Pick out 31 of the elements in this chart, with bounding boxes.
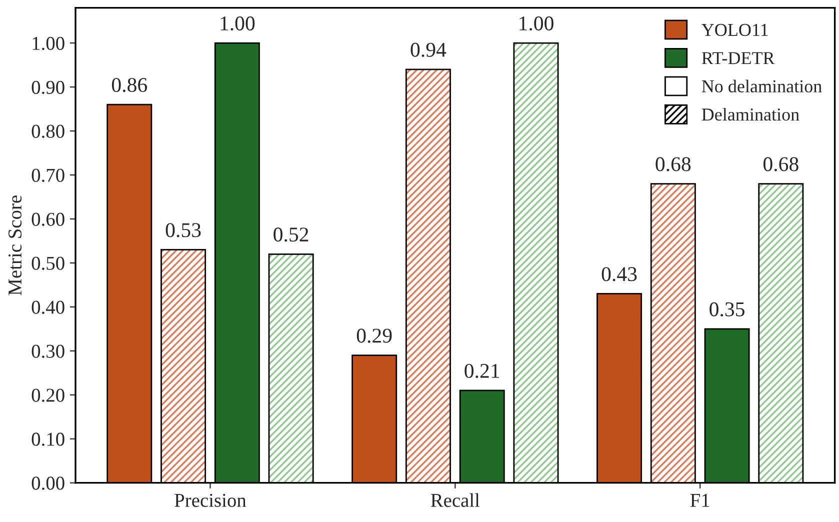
y-tick-label: 1.00 [32,36,64,50]
y-tick-label: 0.40 [32,300,64,314]
data-label: 0.29 [356,328,392,343]
data-label: 0.53 [166,223,201,238]
y-tick-label: 0.00 [32,476,64,490]
data-label: 1.00 [520,16,554,31]
x-tick-label: Precision [174,494,246,507]
x-tick-label: F1 [690,494,710,507]
y-tick-label: 0.20 [32,388,64,402]
y-tick-label: 0.60 [32,212,64,226]
annotation: Delamination [702,108,800,121]
y-tick-label: 0.80 [32,124,64,138]
legend-label: RT-DETR [702,52,775,64]
legend-label: YOLO11 [702,24,768,36]
y-tick-label: 0.70 [32,168,64,182]
y-tick-label: 0.10 [32,432,64,446]
data-label: 0.21 [464,364,500,378]
data-label: 0.86 [112,78,148,92]
data-label: 0.68 [763,157,798,172]
annotation: No delamination [702,80,822,92]
data-label: 0.43 [602,267,637,282]
data-label: 0.35 [710,302,744,316]
y-tick-label: 0.50 [32,256,64,270]
y-tick-label: 0.90 [32,80,64,94]
data-label: 0.94 [410,42,446,57]
x-tick-label: Recall [430,493,480,507]
data-label: 0.52 [274,228,308,242]
y-tick-label: 0.30 [32,344,64,358]
y-axis-title: Metric Score [8,196,22,296]
data-label: 1.00 [220,16,255,31]
data-label: 0.68 [656,157,691,172]
